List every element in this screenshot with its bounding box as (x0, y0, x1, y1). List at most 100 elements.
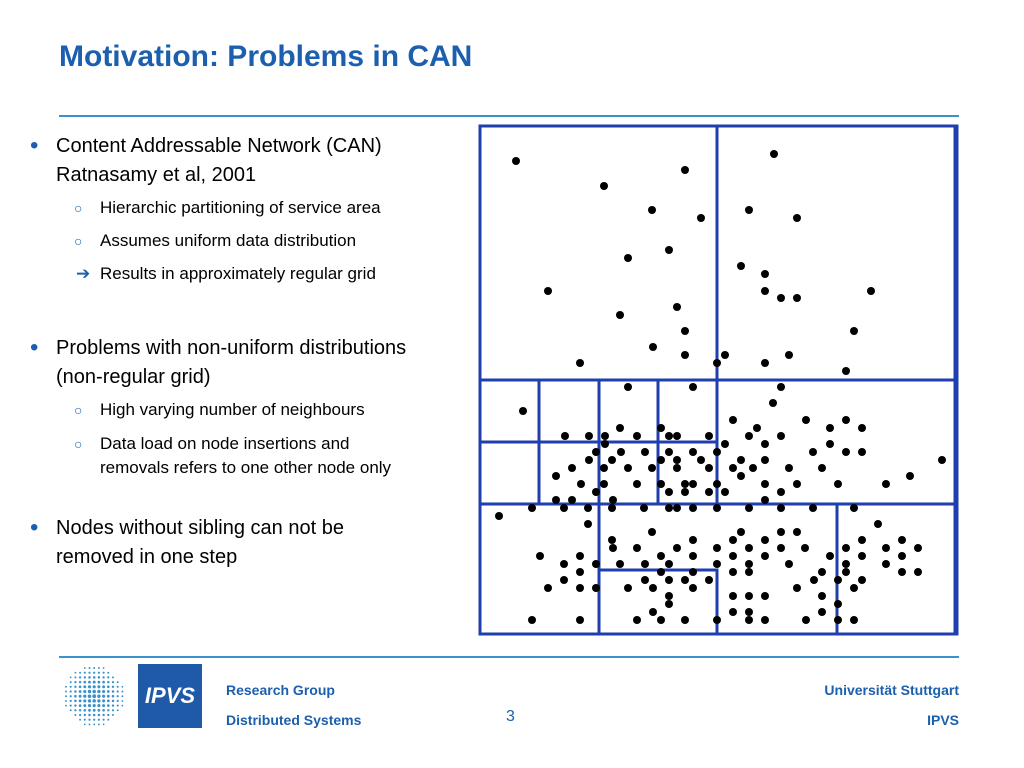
data-point (745, 608, 753, 616)
sub-bullet-text: removals refers to one other node only (100, 458, 392, 477)
data-point (914, 544, 922, 552)
data-point (601, 440, 609, 448)
data-point (850, 616, 858, 624)
data-point (858, 576, 866, 584)
data-point (705, 576, 713, 584)
data-point (512, 157, 520, 165)
data-point (649, 608, 657, 616)
data-point (737, 472, 745, 480)
data-point (600, 464, 608, 472)
data-point (898, 536, 906, 544)
data-point (761, 592, 769, 600)
data-point (753, 424, 761, 432)
data-point (721, 488, 729, 496)
data-point (882, 560, 890, 568)
data-point (826, 424, 834, 432)
data-point (749, 464, 757, 472)
data-point (737, 456, 745, 464)
data-point (665, 432, 673, 440)
bullet-text: Content Addressable Network (CAN) (56, 135, 382, 157)
university-logo-icon (65, 667, 124, 726)
data-point (761, 552, 769, 560)
data-point (713, 560, 721, 568)
data-point (874, 520, 882, 528)
data-point (858, 448, 866, 456)
data-point (673, 544, 681, 552)
can-partition-diagram (478, 124, 959, 636)
partition-cell (478, 378, 541, 444)
data-point (552, 496, 560, 504)
bullet-dot-icon: • (30, 334, 39, 361)
right-arrow-icon: ➔ (76, 264, 91, 283)
data-point (665, 600, 673, 608)
partition-cell (597, 440, 660, 506)
data-point (729, 552, 737, 560)
data-point (867, 287, 875, 295)
data-point (616, 560, 624, 568)
partition-cell (835, 502, 957, 636)
data-point (648, 528, 656, 536)
data-point (793, 214, 801, 222)
data-point (898, 552, 906, 560)
bullet-list: • Content Addressable Network (CAN) Ratn… (30, 132, 470, 572)
sub-bullet: ○ Assumes uniform data distribution (30, 229, 470, 253)
data-point (633, 544, 641, 552)
data-point (729, 568, 737, 576)
partition-cell (478, 440, 541, 506)
data-point (761, 359, 769, 367)
footer-university: Universität Stuttgart (824, 682, 959, 698)
data-point (906, 472, 914, 480)
ring-bullet-icon: ○ (74, 402, 83, 418)
data-point (777, 544, 785, 552)
data-point (495, 512, 503, 520)
data-point (737, 262, 745, 270)
data-point (761, 616, 769, 624)
data-point (585, 432, 593, 440)
sub-bullet-text: High varying number of neighbours (100, 400, 365, 419)
data-point (681, 351, 689, 359)
data-point (818, 592, 826, 600)
data-point (649, 584, 657, 592)
sub-bullet-text: Results in approximately regular grid (100, 264, 376, 283)
data-point (576, 616, 584, 624)
data-point (624, 464, 632, 472)
data-point (761, 270, 769, 278)
data-point (552, 472, 560, 480)
bullet-dot-icon: • (30, 132, 39, 159)
data-point (600, 182, 608, 190)
data-point (745, 544, 753, 552)
data-point (681, 616, 689, 624)
title-divider (59, 115, 959, 117)
data-point (592, 560, 600, 568)
ring-bullet-icon: ○ (74, 200, 83, 216)
data-point (657, 552, 665, 560)
data-point (697, 456, 705, 464)
data-point (729, 464, 737, 472)
data-point (818, 464, 826, 472)
data-point (705, 464, 713, 472)
data-point (665, 560, 673, 568)
data-point (713, 616, 721, 624)
data-point (785, 464, 793, 472)
data-point (745, 568, 753, 576)
data-point (633, 616, 641, 624)
page-number: 3 (506, 708, 515, 725)
data-point (826, 440, 834, 448)
data-point (842, 568, 850, 576)
bullet-text: Nodes without sibling can not be (56, 517, 344, 539)
partition-cell (537, 440, 601, 506)
data-point (769, 399, 777, 407)
data-point (793, 294, 801, 302)
data-point (519, 407, 527, 415)
slide-title: Motivation: Problems in CAN (59, 40, 473, 73)
footer-divider (59, 656, 959, 658)
data-point (697, 214, 705, 222)
data-point (568, 496, 576, 504)
partition-cell (597, 568, 719, 636)
data-point (617, 448, 625, 456)
data-point (850, 327, 858, 335)
data-point (729, 536, 737, 544)
data-point (576, 552, 584, 560)
data-point (601, 432, 609, 440)
data-point (850, 504, 858, 512)
